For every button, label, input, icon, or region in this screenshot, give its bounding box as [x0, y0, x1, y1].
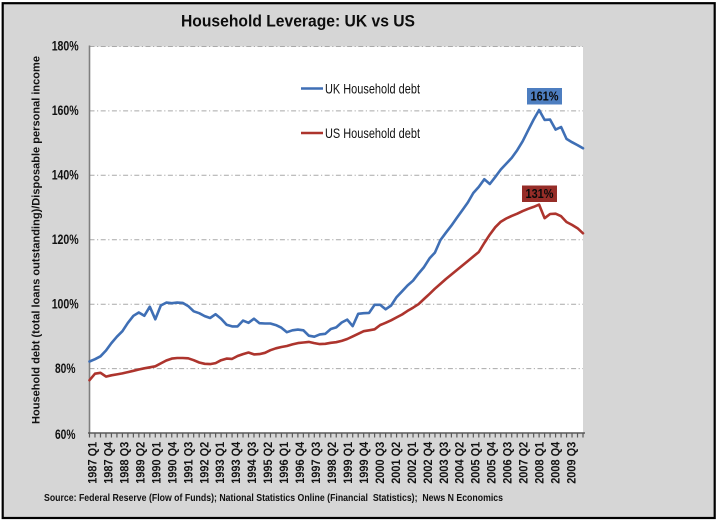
svg-text:1992 Q2: 1992 Q2 [199, 442, 211, 484]
svg-text:1990 Q4: 1990 Q4 [167, 441, 179, 484]
svg-text:2005 Q4: 2005 Q4 [487, 441, 499, 484]
svg-text:2006 Q3: 2006 Q3 [503, 442, 515, 484]
svg-text:1998 Q2: 1998 Q2 [327, 442, 339, 484]
svg-text:131%: 131% [526, 186, 554, 201]
svg-text:180%: 180% [52, 39, 79, 54]
svg-text:2002 Q1: 2002 Q1 [407, 441, 419, 484]
svg-text:1993 Q1: 1993 Q1 [215, 441, 227, 484]
svg-text:2005 Q1: 2005 Q1 [471, 441, 483, 484]
svg-text:UK Household debt: UK Household debt [325, 81, 420, 97]
svg-text:2008 Q1: 2008 Q1 [535, 441, 547, 484]
svg-text:1991 Q3: 1991 Q3 [183, 442, 195, 484]
svg-text:1999 Q1: 1999 Q1 [343, 441, 355, 484]
svg-text:140%: 140% [52, 168, 79, 183]
svg-text:1996 Q1: 1996 Q1 [279, 441, 291, 484]
svg-text:120%: 120% [52, 232, 79, 247]
svg-text:60%: 60% [55, 427, 76, 442]
svg-text:2001 Q2: 2001 Q2 [391, 442, 403, 484]
svg-text:1996 Q4: 1996 Q4 [295, 441, 307, 484]
svg-text:2008 Q4: 2008 Q4 [551, 441, 563, 484]
svg-text:100%: 100% [52, 296, 79, 311]
svg-text:Source: Federal Reserve (Flow: Source: Federal Reserve (Flow of Funds);… [44, 492, 503, 504]
svg-text:1987 Q1: 1987 Q1 [88, 441, 100, 484]
svg-text:160%: 160% [52, 103, 79, 118]
svg-text:1994 Q3: 1994 Q3 [247, 442, 259, 484]
svg-text:1997 Q3: 1997 Q3 [311, 442, 323, 484]
svg-text:1989 Q2: 1989 Q2 [135, 442, 147, 484]
svg-text:Household debt (total loans ou: Household debt (total loans outstanding)… [31, 56, 43, 424]
svg-text:1990 Q1: 1990 Q1 [151, 441, 163, 484]
svg-text:Household Leverage: UK vs US: Household Leverage: UK vs US [181, 12, 415, 31]
svg-text:2003 Q3: 2003 Q3 [439, 442, 451, 484]
svg-text:1995 Q2: 1995 Q2 [263, 442, 275, 484]
svg-text:1999 Q4: 1999 Q4 [359, 441, 371, 484]
svg-text:2002 Q4: 2002 Q4 [423, 441, 435, 484]
svg-text:161%: 161% [531, 89, 559, 104]
svg-text:2000 Q3: 2000 Q3 [375, 442, 387, 484]
svg-text:2009 Q3: 2009 Q3 [567, 442, 579, 484]
svg-text:2007 Q2: 2007 Q2 [519, 442, 531, 484]
svg-text:2004 Q2: 2004 Q2 [455, 442, 467, 484]
svg-text:1993 Q4: 1993 Q4 [231, 441, 243, 484]
svg-text:1987 Q4: 1987 Q4 [104, 441, 116, 484]
svg-text:80%: 80% [55, 361, 76, 376]
svg-text:US Household debt: US Household debt [325, 125, 420, 141]
svg-text:1988 Q3: 1988 Q3 [119, 442, 131, 484]
